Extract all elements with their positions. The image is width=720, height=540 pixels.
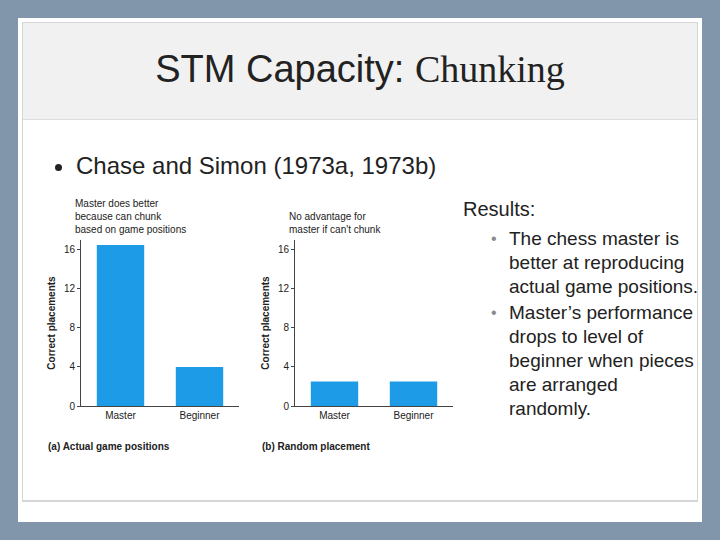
html-text:The chess master is better at: The chess master is better at reproducin… xyxy=(509,228,699,297)
svg-text:4: 4 xyxy=(283,361,289,372)
svg-text:16: 16 xyxy=(64,244,76,255)
svg-text:16: 16 xyxy=(278,244,290,255)
html-text:Results:: Results: xyxy=(463,198,536,220)
svg-text:(a) Actual game positions: (a) Actual game positions xyxy=(48,441,170,452)
svg-text:Master: Master xyxy=(319,410,350,421)
svg-text:Beginner: Beginner xyxy=(179,410,220,421)
svg-text:(b) Random placement: (b) Random placement xyxy=(262,441,370,452)
html-text:STM Capacity: Chunking: STM Capacity: Chunking xyxy=(155,48,565,90)
html-text:Master’s performance drops to: Master’s performance drops to level of b… xyxy=(509,302,694,419)
svg-text:4: 4 xyxy=(69,361,75,372)
svg-text:8: 8 xyxy=(283,322,289,333)
svg-text:Correct placements: Correct placements xyxy=(260,276,271,370)
svg-text:0: 0 xyxy=(69,401,75,412)
svg-text:No advantage formaster if can': No advantage formaster if can't chunk xyxy=(289,211,381,235)
svg-text:Master: Master xyxy=(105,410,136,421)
svg-text:Correct placements: Correct placements xyxy=(46,276,57,370)
html-text:Chase and Simon (1973a, 1973b): Chase and Simon (1973a, 1973b) xyxy=(76,152,437,179)
svg-text:12: 12 xyxy=(64,283,76,294)
svg-text:8: 8 xyxy=(69,322,75,333)
svg-text:Master does betterbecause can: Master does betterbecause can chunkbased… xyxy=(75,198,186,235)
svg-text:12: 12 xyxy=(278,283,290,294)
svg-text:0: 0 xyxy=(283,401,289,412)
svg-text:Beginner: Beginner xyxy=(393,410,434,421)
